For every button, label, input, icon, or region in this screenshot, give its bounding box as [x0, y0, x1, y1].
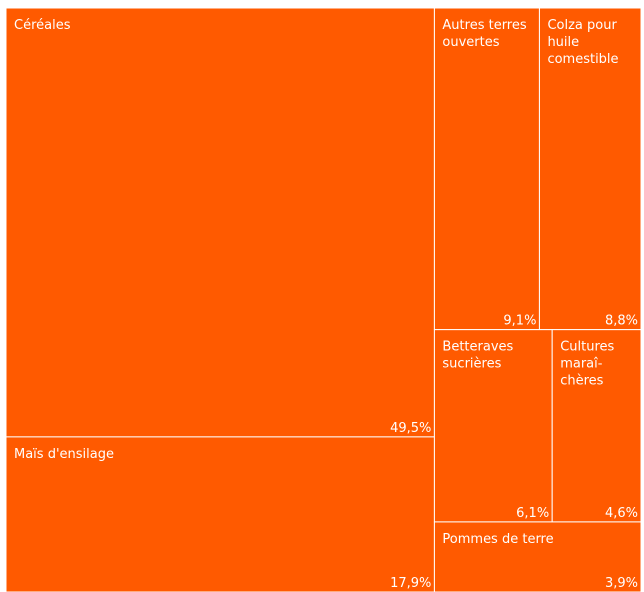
tile-colza-pour-huile-comestible[interactable]: Colza pour huile comestible 8,8% — [538, 7, 642, 331]
tile-rect-cereales[interactable] — [5, 7, 435, 438]
tile-value-cultures-maraicheres: 4,6% — [605, 506, 638, 521]
tile-mais-d-ensilage[interactable]: Maïs d'ensilage 17,9% — [5, 436, 435, 592]
tile-rect-betteraves-sucrieres[interactable] — [433, 329, 553, 523]
tile-value-pommes-de-terre: 3,9% — [605, 576, 638, 591]
tile-value-autres-terres-ouvertes: 9,1% — [503, 314, 536, 329]
tile-rect-autres-terres-ouvertes[interactable] — [433, 7, 540, 331]
tile-rect-mais-d-ensilage[interactable] — [5, 436, 435, 592]
tile-label-betteraves-sucrieres: Betteraves sucrières — [442, 340, 513, 372]
tile-label-pommes-de-terre: Pommes de terre — [442, 532, 553, 547]
tile-pommes-de-terre[interactable]: Pommes de terre 3,9% — [433, 521, 642, 592]
tile-label-cultures-maraicheres: Cultures maraî-chères — [560, 340, 614, 389]
tile-value-mais-d-ensilage: 17,9% — [390, 576, 431, 591]
tile-autres-terres-ouvertes[interactable]: Autres terres ouvertes 9,1% — [433, 7, 540, 331]
tile-cultures-maraicheres[interactable]: Cultures maraî-chères 4,6% — [551, 329, 642, 523]
tile-betteraves-sucrieres[interactable]: Betteraves sucrières 6,1% — [433, 329, 553, 523]
tile-value-betteraves-sucrieres: 6,1% — [516, 506, 549, 521]
tile-label-colza-pour-huile-comestible: Colza pour huile comestible — [547, 18, 618, 67]
tile-value-colza-pour-huile-comestible: 8,8% — [605, 314, 638, 329]
tile-rect-colza-pour-huile-comestible[interactable] — [538, 7, 642, 331]
tile-value-cereales: 49,5% — [390, 421, 431, 436]
tile-label-mais-d-ensilage: Maïs d'ensilage — [14, 447, 114, 462]
tile-cereales[interactable]: Céréales 49,5% — [5, 7, 435, 438]
tile-label-cereales: Céréales — [14, 18, 71, 33]
tile-rect-pommes-de-terre[interactable] — [433, 521, 642, 592]
tile-label-autres-terres-ouvertes: Autres terres ouvertes — [442, 18, 526, 50]
